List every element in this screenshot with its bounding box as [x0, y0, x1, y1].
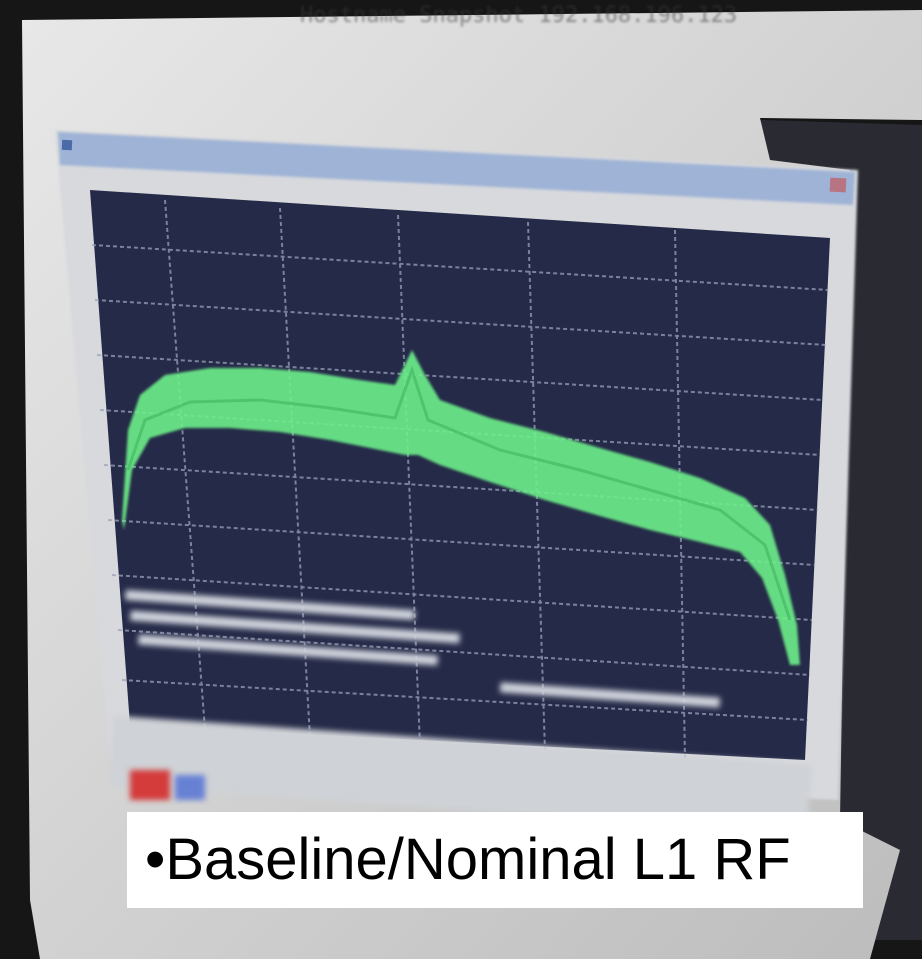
status-rows [125, 589, 721, 708]
spectrum-trace-core [126, 365, 792, 621]
taskbar [108, 715, 812, 835]
red-object [130, 770, 170, 800]
close-icon[interactable] [829, 177, 847, 193]
caption-text: Baseline/Nominal L1 RF [165, 827, 791, 892]
window-title-bar [58, 132, 855, 205]
top-overlay-text: Hostname Snapshot 192.168.196.123 [300, 3, 737, 28]
blue-object [175, 775, 205, 800]
spectrum-trace [122, 350, 800, 665]
caption-bullet: • [145, 827, 166, 892]
caption: • Baseline/Nominal L1 RF [127, 812, 863, 908]
spectrum-screen [90, 190, 830, 760]
window-icon [61, 139, 73, 151]
